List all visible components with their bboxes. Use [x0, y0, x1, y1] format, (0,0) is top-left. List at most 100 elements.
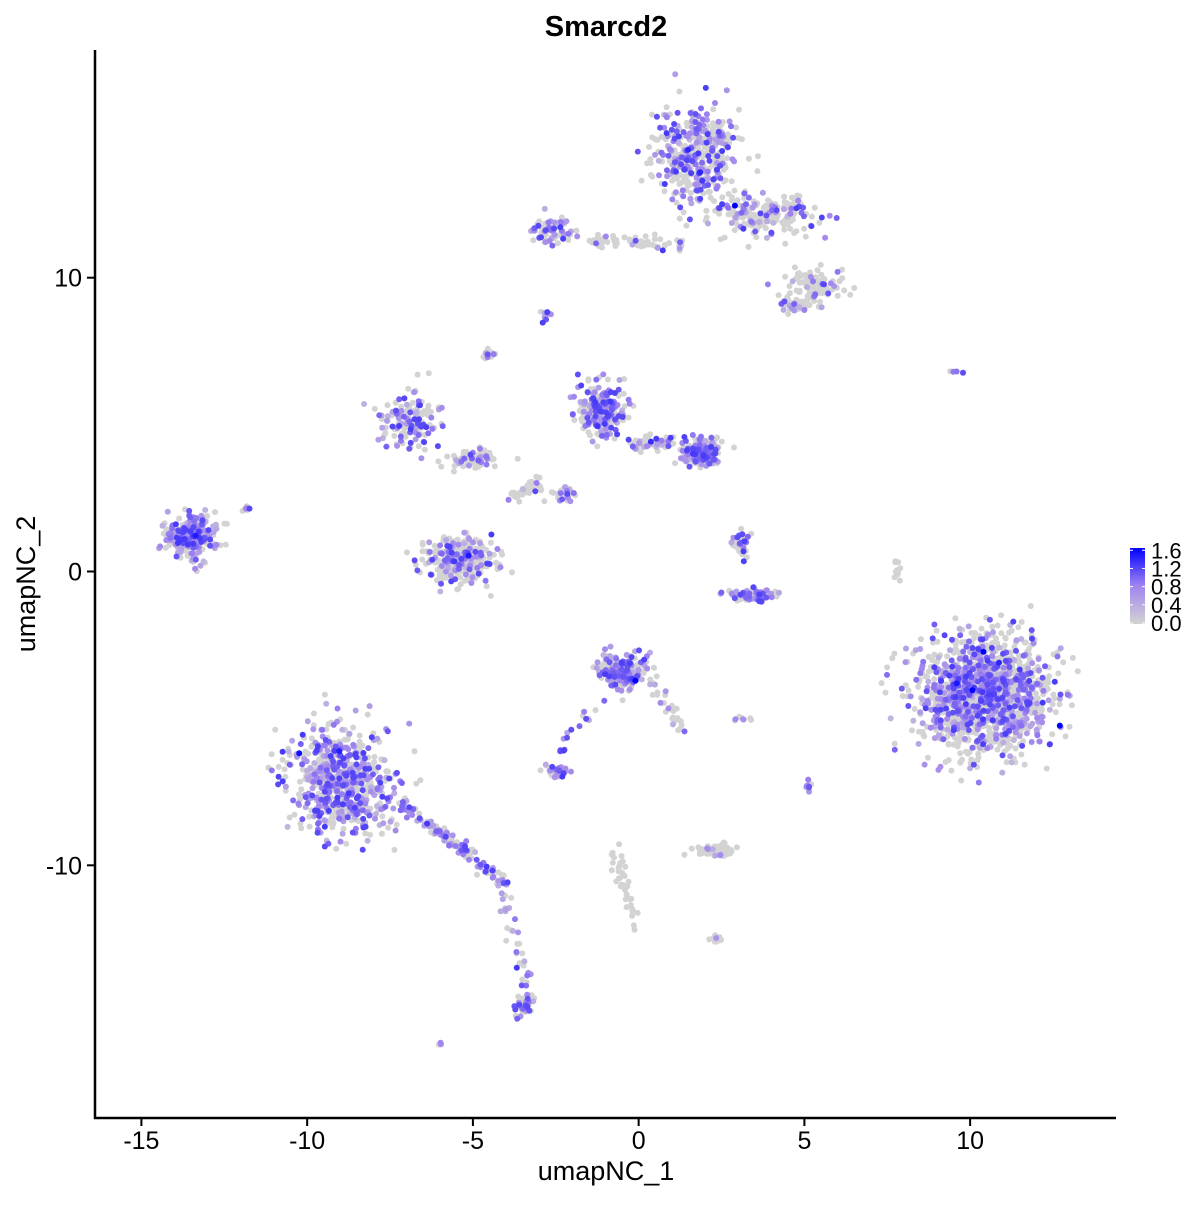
cell-point [406, 720, 413, 727]
cell-point [198, 512, 205, 519]
cell-point [731, 595, 738, 602]
cell-point [541, 498, 548, 505]
cell-point [391, 790, 398, 797]
cell-point [425, 430, 432, 437]
cell-point [986, 724, 993, 731]
cell-point [745, 194, 752, 201]
cell-point [399, 799, 406, 805]
cell-point [1014, 697, 1021, 704]
cell-point [705, 182, 712, 188]
cell-point [565, 237, 572, 243]
cell-point [524, 995, 531, 1002]
cell-point [361, 401, 368, 407]
cell-point [651, 231, 658, 238]
cell-point [770, 219, 777, 226]
cell-point [796, 287, 803, 294]
cell-point [811, 297, 818, 304]
cell-point [804, 284, 811, 291]
cell-point [630, 922, 637, 929]
cell-point [699, 116, 706, 123]
cell-point [625, 878, 632, 885]
cell-point [317, 764, 324, 771]
cell-point [315, 820, 321, 827]
cell-point [593, 664, 600, 671]
cell-point [817, 298, 823, 305]
cell-point [384, 728, 391, 735]
cell-point [444, 453, 451, 460]
cell-point [1023, 730, 1030, 737]
cell-point [884, 664, 891, 671]
cell-point [358, 780, 365, 787]
cell-point [437, 1039, 444, 1046]
cell-point [416, 810, 423, 817]
cell-point [781, 206, 787, 213]
cell-point [683, 222, 690, 229]
cell-point [788, 205, 795, 212]
cell-point [593, 376, 600, 383]
cell-point [942, 696, 949, 703]
cell-point [384, 413, 391, 420]
cell-point [451, 462, 458, 469]
cell-point [564, 490, 571, 497]
cell-point [502, 906, 509, 913]
cell-point [956, 625, 963, 632]
cell-point [968, 756, 975, 763]
cell-point [920, 658, 927, 665]
cell-point [784, 294, 791, 301]
cell-point [965, 727, 972, 734]
cell-point [763, 234, 770, 241]
cell-point [426, 539, 433, 546]
cell-point [791, 230, 798, 236]
cell-point [726, 118, 733, 125]
cell-point [524, 972, 531, 979]
cell-point [384, 795, 391, 802]
cell-point [1018, 619, 1025, 625]
cell-point [999, 769, 1006, 776]
cell-point [434, 566, 441, 573]
cell-point [937, 717, 944, 724]
cell-point [1020, 652, 1027, 659]
cell-point [449, 832, 456, 839]
cell-point [463, 838, 470, 845]
cell-point [339, 830, 346, 837]
cell-point [903, 645, 909, 652]
cell-point [474, 564, 481, 571]
cell-point [331, 766, 338, 773]
cell-point [699, 159, 705, 166]
cell-point [990, 679, 996, 686]
cell-point [381, 757, 388, 764]
cell-point [741, 190, 748, 197]
cell-point [957, 632, 964, 639]
cell-point [282, 783, 289, 790]
cell-point [642, 233, 649, 240]
cell-point [671, 159, 678, 166]
cell-point [984, 681, 991, 688]
cell-point [1057, 645, 1064, 652]
cell-point [1017, 682, 1024, 689]
cell-point [735, 135, 742, 142]
cell-point [298, 825, 305, 832]
cell-point [425, 370, 432, 377]
cell-point [455, 541, 462, 548]
cell-point [702, 438, 709, 444]
cell-point [680, 209, 687, 216]
cell-point [919, 696, 926, 702]
cell-point [334, 780, 341, 787]
cell-point [437, 588, 444, 595]
cell-point [931, 735, 938, 742]
cell-point [703, 445, 710, 451]
cell-point [621, 873, 628, 879]
cell-point [356, 732, 363, 739]
cell-point [1045, 697, 1052, 704]
cell-point [962, 656, 969, 663]
cell-point [473, 553, 480, 560]
cell-point [969, 744, 976, 751]
cell-point [947, 647, 953, 654]
cell-point [892, 568, 899, 575]
cell-point [310, 778, 317, 785]
cell-point [1034, 714, 1041, 721]
cell-point [715, 128, 722, 135]
cell-point [397, 807, 404, 814]
cell-point [306, 813, 313, 820]
cell-point [330, 758, 336, 765]
